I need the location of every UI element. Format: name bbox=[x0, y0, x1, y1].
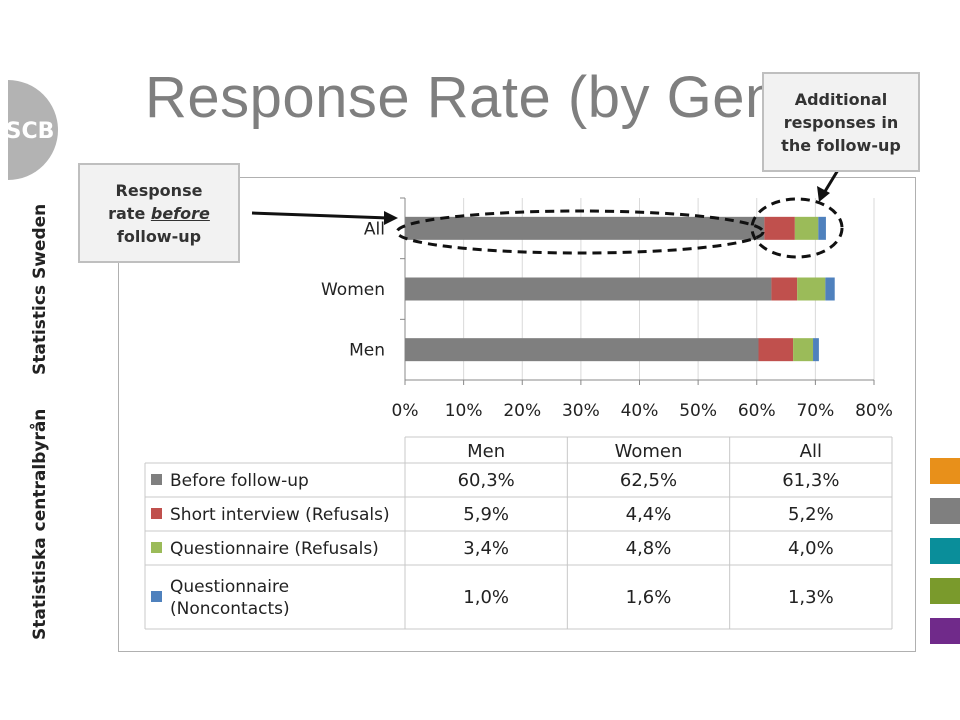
table-cell: 5,9% bbox=[463, 504, 509, 525]
bar-segment bbox=[405, 216, 765, 240]
callout-before-line1: Response bbox=[115, 180, 203, 200]
bar-segment bbox=[797, 277, 826, 301]
legend-label: (Noncontacts) bbox=[170, 599, 290, 619]
scb-logo: SCB bbox=[6, 80, 58, 180]
legend-label: Short interview (Refusals) bbox=[170, 505, 390, 525]
highlight-ellipse-before bbox=[395, 209, 765, 255]
bar-segment bbox=[793, 338, 814, 362]
bar-segment bbox=[794, 216, 819, 240]
table-cell: 1,3% bbox=[788, 587, 834, 608]
table-cell: 1,6% bbox=[626, 587, 672, 608]
accent-swatch bbox=[930, 578, 960, 604]
table-cell: 60,3% bbox=[458, 470, 515, 491]
x-tick-label: 10% bbox=[445, 401, 483, 421]
callout-before-emphasis: before bbox=[150, 203, 210, 223]
x-tick-label: 20% bbox=[503, 401, 541, 421]
x-tick-label: 50% bbox=[679, 401, 717, 421]
callout-additional-line1: Additional bbox=[794, 89, 888, 109]
callout-additional-line2: responses in bbox=[783, 112, 899, 132]
callout-additional-responses: Additional responses in the follow-up bbox=[762, 72, 920, 172]
table-header: Men bbox=[467, 441, 505, 462]
legend-swatch bbox=[151, 474, 162, 485]
callout-before-line2a: rate bbox=[108, 203, 151, 223]
legend-swatch bbox=[151, 542, 162, 553]
callout-before-line3: follow-up bbox=[116, 226, 202, 246]
legend-label: Before follow-up bbox=[170, 471, 309, 491]
legend-swatch bbox=[151, 508, 162, 519]
x-tick-label: 70% bbox=[796, 401, 834, 421]
slide-title: Response Rate (by Gender) bbox=[145, 65, 883, 130]
x-tick-label: 0% bbox=[392, 401, 419, 421]
y-tick-label: Men bbox=[349, 341, 385, 361]
table-cell: 1,0% bbox=[463, 587, 509, 608]
y-tick-label: Women bbox=[321, 280, 385, 300]
bar-segment bbox=[813, 338, 819, 362]
x-tick-label: 30% bbox=[562, 401, 600, 421]
accent-swatch bbox=[930, 498, 960, 524]
x-tick-label: 40% bbox=[621, 401, 659, 421]
callout-additional-line3: the follow-up bbox=[781, 135, 901, 155]
chart-frame bbox=[118, 177, 916, 652]
arrow-before-head bbox=[384, 211, 398, 225]
accent-swatch bbox=[930, 458, 960, 484]
table-cell: 3,4% bbox=[463, 538, 509, 559]
table-cell: 4,0% bbox=[788, 538, 834, 559]
legend-label: Questionnaire (Refusals) bbox=[170, 539, 379, 559]
arrow-additional-head bbox=[817, 186, 830, 202]
arrow-before-line bbox=[251, 211, 389, 220]
x-tick-label: 60% bbox=[738, 401, 776, 421]
table-cell: 4,4% bbox=[626, 504, 672, 525]
legend-swatch bbox=[151, 591, 162, 602]
legend-label: Questionnaire bbox=[170, 577, 289, 597]
arrow-additional-line bbox=[822, 169, 840, 194]
bar-segment bbox=[405, 277, 772, 301]
highlight-ellipse-additional bbox=[750, 197, 844, 259]
callout-before-follow-up: Response rate before follow-up bbox=[78, 163, 240, 263]
table-cell: 4,8% bbox=[626, 538, 672, 559]
y-tick-label: All bbox=[364, 219, 385, 239]
bar-segment bbox=[764, 216, 795, 240]
accent-swatch bbox=[930, 618, 960, 644]
table-header: Women bbox=[615, 441, 683, 462]
bar-segment bbox=[818, 216, 826, 240]
x-tick-label: 80% bbox=[855, 401, 893, 421]
bar-segment bbox=[771, 277, 798, 301]
accent-swatch bbox=[930, 538, 960, 564]
table-header: All bbox=[800, 441, 822, 462]
logo-text: SCB bbox=[6, 119, 55, 144]
bar-segment bbox=[825, 277, 835, 301]
bar-segment bbox=[405, 338, 759, 362]
table-cell: 61,3% bbox=[782, 470, 839, 491]
table-cell: 62,5% bbox=[620, 470, 677, 491]
bar-segment bbox=[758, 338, 794, 362]
table-cell: 5,2% bbox=[788, 504, 834, 525]
